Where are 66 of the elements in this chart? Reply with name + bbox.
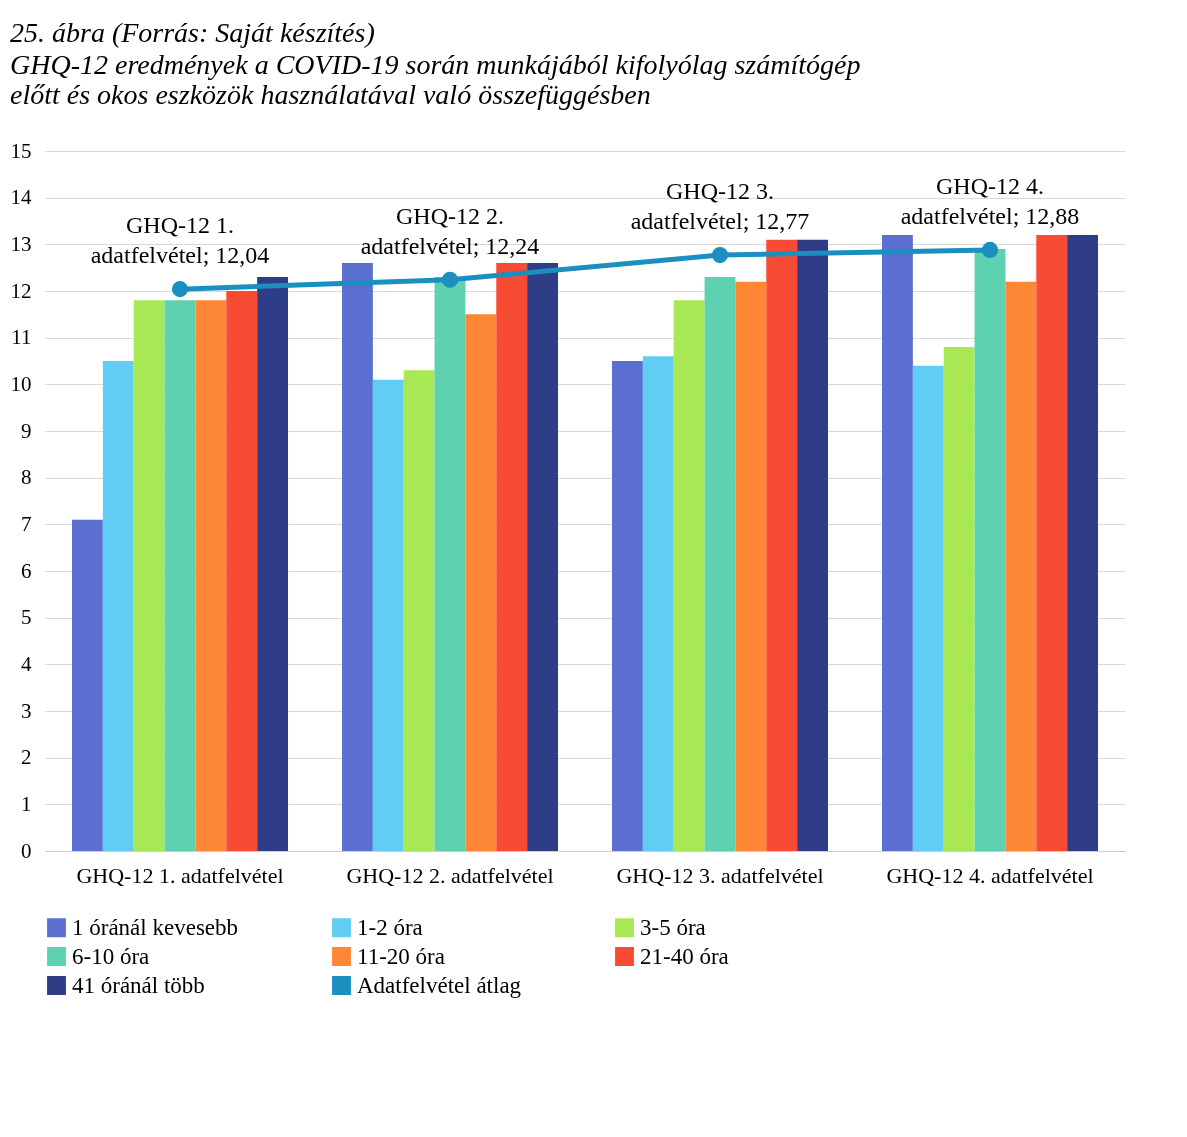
bar xyxy=(612,361,643,851)
y-tick-label: 5 xyxy=(21,605,32,630)
bar xyxy=(882,235,913,851)
y-tick-label: 13 xyxy=(10,231,32,256)
bar xyxy=(496,263,528,851)
legend-label: 6-10 óra xyxy=(72,943,150,969)
x-tick-label: GHQ-12 2. adatfelvétel xyxy=(346,862,554,888)
point xyxy=(711,247,729,264)
point xyxy=(171,281,189,298)
legend-label: 41 óránál több xyxy=(72,972,205,998)
y-tick-label: 2 xyxy=(21,745,32,770)
y-tick-label: 4 xyxy=(21,651,32,676)
y-tick-label: 15 xyxy=(10,138,32,163)
bar xyxy=(133,300,165,851)
x-tick-label: GHQ-12 3. adatfelvétel xyxy=(616,862,824,888)
bar xyxy=(226,291,258,851)
legend-label: 1-2 óra xyxy=(357,914,423,940)
bar xyxy=(943,347,975,851)
data-label: GHQ-12 2. adatfelvétel; 12,24 xyxy=(360,202,540,259)
bar xyxy=(527,263,558,851)
bar xyxy=(912,365,944,851)
bar xyxy=(465,314,497,851)
point xyxy=(981,241,999,258)
data-label: GHQ-12 1. adatfelvétel; 12,04 xyxy=(90,212,270,269)
bar xyxy=(164,300,196,851)
y-tick-label: 14 xyxy=(10,185,32,210)
x-tick-label: GHQ-12 1. adatfelvétel xyxy=(76,862,284,888)
y-tick-label: 8 xyxy=(21,465,32,490)
legend-label: Adatfelvétel átlag xyxy=(357,972,522,998)
bar xyxy=(974,249,1006,851)
bar xyxy=(1005,281,1037,851)
bar xyxy=(766,239,798,851)
bar xyxy=(704,277,736,851)
bar xyxy=(1067,235,1098,851)
y-tick-label: 6 xyxy=(21,558,32,583)
y-tick-label: 7 xyxy=(21,511,32,536)
y-tick-label: 1 xyxy=(21,791,32,816)
bar xyxy=(434,277,466,851)
legend-label: 21-40 óra xyxy=(640,943,729,969)
bar xyxy=(403,370,435,851)
y-tick-label: 0 xyxy=(21,838,32,863)
bar xyxy=(342,263,373,851)
x-tick-label: GHQ-12 4. adatfelvétel xyxy=(886,862,1094,888)
bar xyxy=(642,356,674,851)
chart-title: 25. ábra (Forrás: Saját készítés) xyxy=(10,17,375,48)
y-tick-label: 10 xyxy=(10,371,32,396)
bar xyxy=(102,361,134,851)
data-label: GHQ-12 4. adatfelvétel; 12,88 xyxy=(900,172,1080,229)
bar xyxy=(1036,235,1068,851)
y-tick-label: 3 xyxy=(21,698,32,723)
bar xyxy=(195,300,227,851)
chart-subtitle: GHQ-12 eredmények a COVID-19 során munkájából kifolyólag számítógép előtt és okos eszközök használatával való összefüggésben xyxy=(10,49,861,110)
bar xyxy=(257,277,288,851)
legend-label: 1 óránál kevesebb xyxy=(72,914,239,940)
point xyxy=(441,271,459,288)
y-tick-label: 9 xyxy=(21,418,32,443)
bar xyxy=(673,300,705,851)
data-label: GHQ-12 3. adatfelvétel; 12,77 xyxy=(630,178,810,235)
bar xyxy=(735,281,767,851)
bar xyxy=(797,239,828,851)
legend-label: 11-20 óra xyxy=(357,943,445,969)
bar xyxy=(372,379,404,851)
legend-label: 3-5 óra xyxy=(640,914,706,940)
y-tick-label: 12 xyxy=(10,278,32,303)
y-tick-label: 11 xyxy=(11,325,32,350)
bar xyxy=(72,519,103,851)
